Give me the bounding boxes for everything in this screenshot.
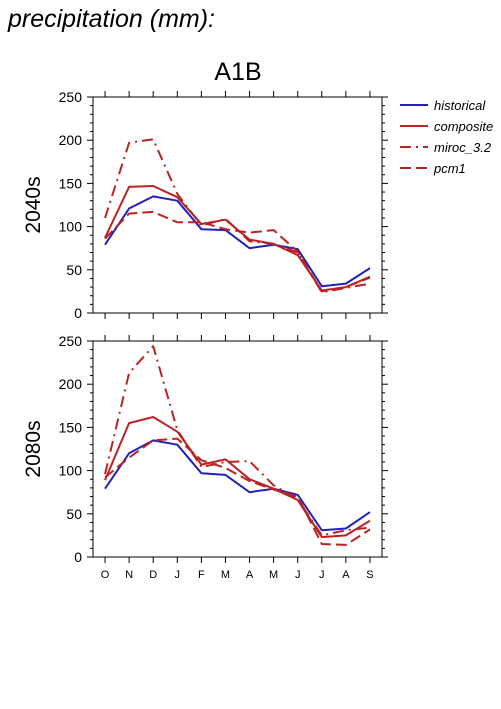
y-tick-label: 0 — [74, 305, 82, 321]
x-tick-label: J — [175, 569, 181, 581]
figure-heading: precipitation (mm): — [7, 5, 215, 33]
x-tick-label: J — [319, 569, 325, 581]
x-tick-label: N — [125, 569, 133, 581]
x-tick-label: M — [221, 569, 230, 581]
y-tick-label: 200 — [59, 376, 83, 392]
series-line-historical — [104, 439, 371, 532]
chart-title: A1B — [214, 58, 261, 86]
x-tick-label: M — [269, 569, 278, 581]
panel-label: 2080s — [22, 420, 45, 477]
series-line-historical — [104, 195, 371, 288]
series-line-pcm1 — [104, 437, 371, 546]
y-tick-label: 100 — [59, 463, 83, 479]
x-tick-label: J — [295, 569, 301, 581]
series-line-pcm1 — [104, 210, 371, 293]
panel-2040s: 0 50 100 150 200 250 2040s — [22, 89, 388, 321]
panel-label: 2040s — [22, 176, 45, 233]
x-tick-label: O — [101, 569, 110, 581]
y-tick-label: 150 — [59, 175, 83, 191]
legend-label: composite — [434, 119, 493, 134]
x-tick-label: A — [342, 569, 350, 581]
y-tick-label: 100 — [59, 219, 83, 235]
y-tick-label: 150 — [59, 419, 83, 435]
x-tick-label: D — [149, 569, 157, 581]
legend-label: miroc_3.2 — [434, 140, 492, 155]
panels-layer: 0 50 100 150 200 250 2040s 0 50 100 150 200 250 O N D J F… — [22, 89, 388, 581]
y-tick-label: 50 — [66, 262, 82, 278]
x-tick-label: S — [366, 569, 373, 581]
y-tick-label: 250 — [59, 89, 83, 105]
y-tick-label: 250 — [59, 333, 83, 349]
series-line-miroc-3-2 — [104, 138, 371, 294]
series-line-miroc-3-2 — [104, 345, 371, 537]
plot-frame — [92, 340, 383, 558]
x-tick-label: A — [246, 569, 254, 581]
legend-label: historical — [434, 98, 486, 113]
legend-label: pcm1 — [433, 161, 466, 176]
y-tick-label: 0 — [74, 549, 82, 565]
series-line-composite — [104, 416, 371, 539]
y-tick-label: 50 — [66, 506, 82, 522]
panel-2080s: 0 50 100 150 200 250 O N D J F M A M J J A S 2080s — [22, 333, 388, 581]
legend: historical composite miroc_3.2 pcm1 — [400, 98, 493, 176]
plot-frame — [92, 96, 383, 314]
y-tick-label: 200 — [59, 132, 83, 148]
x-tick-label: F — [198, 569, 205, 581]
